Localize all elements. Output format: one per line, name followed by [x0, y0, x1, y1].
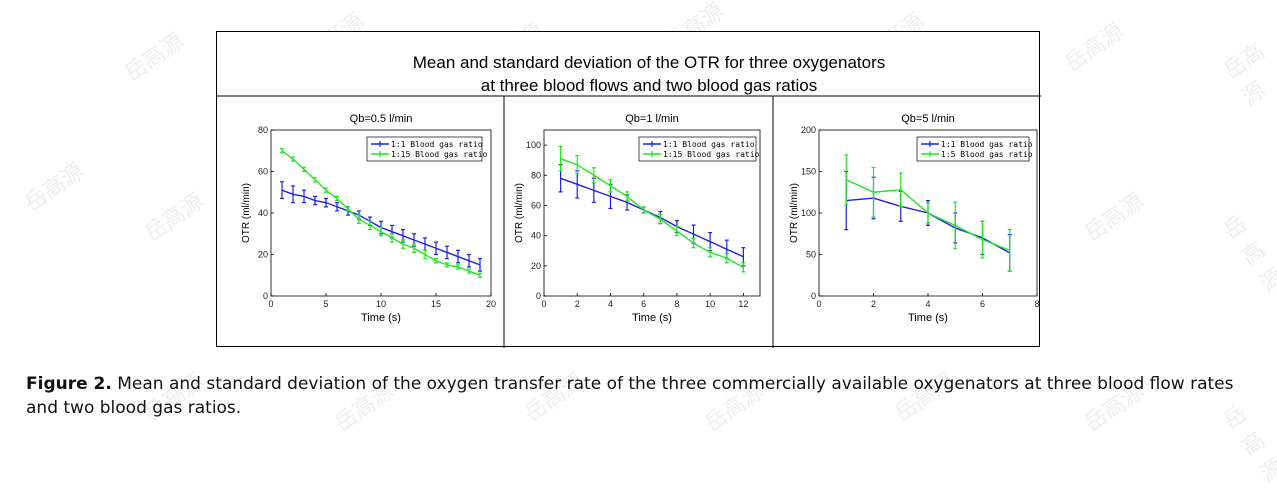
x-tick-label: 0: [816, 299, 821, 309]
y-tick-label: 0: [263, 291, 268, 301]
x-tick-label: 20: [486, 299, 496, 309]
x-tick-label: 6: [641, 299, 646, 309]
x-tick-label: 8: [674, 299, 679, 309]
x-tick-label: 2: [871, 299, 876, 309]
x-axis-label: Time (s): [908, 312, 948, 324]
watermark-text: 岳高源: [1080, 188, 1149, 248]
series-2: [558, 145, 746, 273]
y-tick-label: 80: [531, 170, 541, 180]
y-tick-label: 40: [531, 231, 541, 241]
legend-box: [638, 136, 757, 162]
y-tick-label: 100: [801, 208, 816, 218]
caption-text: Mean and standard deviation of the oxyge…: [26, 374, 1234, 418]
y-tick-label: 20: [531, 261, 541, 271]
y-axis-label: OTR (ml/min): [789, 183, 800, 243]
watermark-text: 岳高源: [20, 158, 89, 218]
chart-title: Qb=0.5 l/min: [350, 113, 413, 125]
x-tick-label: 4: [608, 299, 613, 309]
legend-label: 1:1 Blood gas ratio: [941, 140, 1033, 149]
y-axis-label: OTR (ml/min): [514, 183, 525, 243]
chart-panel-1: Qb=0.5 l/min 0 5 10 15 20 0 20 40 60 80 Time (s) OTR…: [241, 113, 496, 324]
y-tick-label: 200: [801, 125, 816, 135]
legend-label: 1:1 Blood gas ratio: [663, 140, 755, 149]
x-tick-label: 5: [323, 299, 328, 309]
watermark-text: 岳高源: [1060, 18, 1129, 78]
y-tick-label: 60: [531, 200, 541, 210]
x-tick-label: 8: [1034, 299, 1039, 309]
figure-title-line2: at three blood flows and two blood gas r…: [481, 76, 817, 95]
y-tick-label: 50: [806, 250, 816, 260]
figure-frame: Mean and standard deviation of the OTR f…: [216, 31, 1041, 348]
y-tick-label: 150: [801, 167, 816, 177]
x-tick-label: 15: [431, 299, 441, 309]
y-tick-label: 80: [258, 125, 268, 135]
y-tick-label: 40: [258, 208, 268, 218]
series-2: [280, 148, 482, 278]
legend-label: 1:15 Blood gas ratio: [391, 150, 488, 159]
watermark-text: 岳高源: [1219, 38, 1271, 111]
legend-box: [916, 136, 1030, 162]
x-tick-label: 6: [980, 299, 985, 309]
figure-svg: Mean and standard deviation of the OTR f…: [217, 53, 1041, 348]
chart-title: Qb=1 l/min: [625, 113, 679, 125]
series-line: [560, 158, 744, 268]
watermark-text: 岳高源: [120, 28, 189, 88]
watermark-text: 岳高源: [1219, 211, 1277, 298]
caption-label: Figure 2.: [26, 374, 112, 394]
x-tick-label: 10: [376, 299, 386, 309]
watermark-text: 岳高源: [140, 188, 209, 248]
figure-title-line1: Mean and standard deviation of the OTR f…: [413, 53, 886, 72]
y-axis-label: OTR (ml/min): [241, 183, 252, 243]
x-axis-label: Time (s): [632, 312, 672, 324]
y-tick-label: 100: [526, 140, 541, 150]
y-tick-label: 20: [258, 250, 268, 260]
x-tick-label: 12: [738, 299, 748, 309]
figure-caption: Figure 2. Mean and standard deviation of…: [26, 372, 1261, 420]
legend-label: 1:1 Blood gas ratio: [391, 140, 483, 149]
legend-label: 1:5 Blood gas ratio: [941, 150, 1033, 159]
legend-label: 1:15 Blood gas ratio: [663, 150, 760, 159]
x-tick-label: 0: [268, 299, 273, 309]
x-tick-label: 2: [575, 299, 580, 309]
y-tick-label: 0: [536, 291, 541, 301]
chart-panel-3: Qb=5 l/min 0 2 4 6 8 0 50 100 150 200 Time (s) OTR (…: [789, 113, 1040, 324]
chart-panel-2: Qb=1 l/min 0 2 4 6 8 10 12 0 20 40 60 80 100 Time (s) O…: [514, 113, 761, 324]
x-tick-label: 4: [925, 299, 930, 309]
x-tick-label: 0: [541, 299, 546, 309]
y-tick-label: 0: [811, 291, 816, 301]
x-axis-label: Time (s): [361, 312, 401, 324]
series-2: [844, 154, 1012, 272]
chart-title: Qb=5 l/min: [901, 113, 955, 125]
y-tick-label: 60: [258, 167, 268, 177]
x-tick-label: 10: [705, 299, 715, 309]
legend-box: [366, 136, 483, 162]
